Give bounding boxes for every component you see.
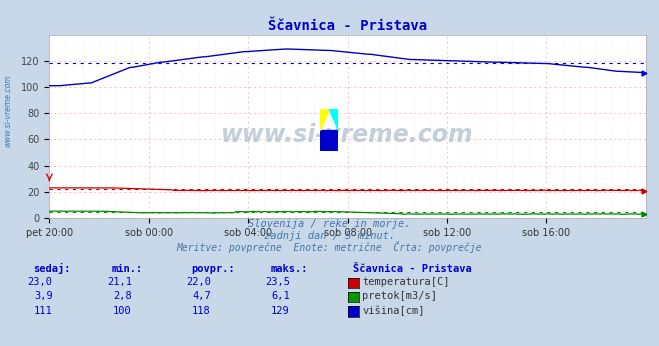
Text: Ščavnica - Pristava: Ščavnica - Pristava (353, 264, 471, 274)
Polygon shape (320, 109, 329, 130)
Text: 23,5: 23,5 (265, 277, 290, 288)
Text: 129: 129 (272, 306, 290, 316)
Text: 6,1: 6,1 (272, 291, 290, 301)
Bar (320, 130, 338, 151)
Text: 4,7: 4,7 (192, 291, 211, 301)
Text: temperatura[C]: temperatura[C] (362, 277, 450, 288)
Text: zadnji dan / 5 minut.: zadnji dan / 5 minut. (264, 231, 395, 241)
Text: 3,9: 3,9 (34, 291, 53, 301)
Text: www.si-vreme.com: www.si-vreme.com (3, 74, 13, 147)
Text: www.si-vreme.com: www.si-vreme.com (221, 124, 474, 147)
Text: pretok[m3/s]: pretok[m3/s] (362, 291, 438, 301)
Text: Meritve: povprečne  Enote: metrične  Črta: povprečje: Meritve: povprečne Enote: metrične Črta:… (177, 241, 482, 253)
Text: 22,0: 22,0 (186, 277, 211, 288)
Text: 23,0: 23,0 (28, 277, 53, 288)
Text: Slovenija / reke in morje.: Slovenija / reke in morje. (248, 219, 411, 229)
Text: 118: 118 (192, 306, 211, 316)
Text: 2,8: 2,8 (113, 291, 132, 301)
Text: 21,1: 21,1 (107, 277, 132, 288)
Text: min.:: min.: (112, 264, 143, 274)
Text: povpr.:: povpr.: (191, 264, 235, 274)
Text: 111: 111 (34, 306, 53, 316)
Text: 100: 100 (113, 306, 132, 316)
Title: Ščavnica - Pristava: Ščavnica - Pristava (268, 19, 427, 34)
Text: maks.:: maks.: (270, 264, 308, 274)
Polygon shape (329, 109, 338, 130)
Text: višina[cm]: višina[cm] (362, 306, 425, 316)
Text: sedaj:: sedaj: (33, 263, 71, 274)
